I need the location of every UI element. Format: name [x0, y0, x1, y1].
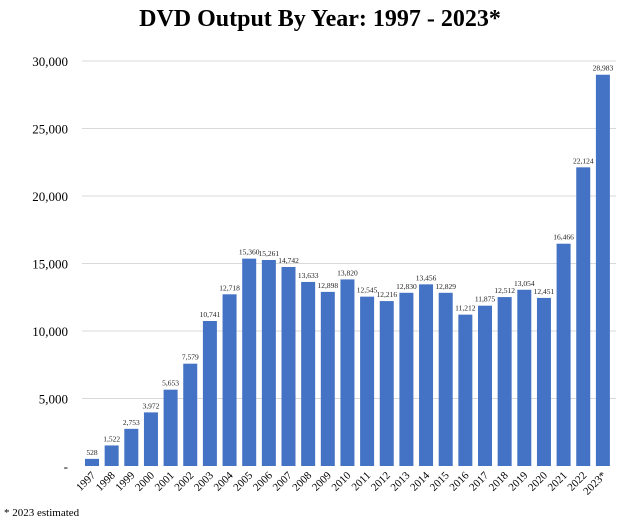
data-label: 10,741 — [200, 310, 221, 319]
bar — [261, 259, 276, 466]
x-tick-label: 2001 — [153, 470, 177, 494]
bar — [183, 363, 198, 466]
y-tick-label: 15,000 — [32, 257, 68, 272]
data-label: 13,820 — [337, 268, 358, 277]
data-label: 28,983 — [593, 64, 614, 73]
data-label: 13,633 — [298, 271, 319, 280]
data-label: 1,522 — [103, 434, 120, 443]
data-label: 11,875 — [475, 295, 496, 304]
x-tick-label: 2015 — [428, 469, 452, 493]
data-label: 5,653 — [162, 379, 179, 388]
x-tick-label: 2012 — [369, 470, 393, 494]
x-tick-label: 1998 — [94, 469, 118, 493]
bar — [595, 74, 610, 467]
y-tick-label: 25,000 — [32, 122, 68, 137]
bar — [399, 292, 414, 466]
x-tick-label: 2009 — [310, 469, 334, 493]
chart-title: DVD Output By Year: 1997 - 2023* — [139, 6, 501, 32]
x-tick-label: 2014 — [408, 469, 432, 493]
bar — [419, 284, 434, 466]
x-tick-label: 2019 — [506, 469, 530, 493]
data-label: 13,456 — [416, 273, 437, 282]
data-label: 13,054 — [514, 279, 535, 288]
data-label: 3,972 — [143, 401, 160, 410]
y-tick-label: 5,000 — [39, 392, 68, 407]
x-tick-label: 2006 — [251, 469, 275, 493]
x-tick-label: 2018 — [487, 469, 511, 493]
bar — [379, 301, 394, 466]
data-label: 12,451 — [534, 287, 555, 296]
bar — [242, 258, 257, 466]
bar — [104, 445, 119, 466]
data-label: 15,261 — [259, 249, 280, 258]
y-tick-label: 10,000 — [32, 324, 68, 339]
x-tick-label: 2011 — [349, 470, 373, 494]
bar — [163, 389, 178, 466]
y-tick-label: - — [64, 459, 68, 474]
bar — [202, 320, 217, 466]
data-label: 12,718 — [219, 283, 240, 292]
x-tick-label: 2023* — [581, 470, 609, 498]
bar — [320, 291, 335, 466]
data-label: 528 — [86, 448, 98, 457]
x-tick-label: 2017 — [467, 469, 491, 493]
x-tick-label: 2003 — [192, 469, 216, 493]
data-label: 12,898 — [317, 281, 338, 290]
x-tick-label: 2002 — [172, 470, 196, 494]
data-label: 12,829 — [435, 282, 456, 291]
x-tick-label: 1997 — [74, 469, 98, 493]
bar — [143, 412, 158, 466]
bar — [517, 289, 532, 466]
data-label: 7,579 — [182, 353, 199, 362]
data-label: 16,466 — [553, 233, 574, 242]
x-tick-label: 2010 — [330, 469, 354, 493]
data-label: 12,545 — [357, 286, 378, 295]
x-tick-label: 2013 — [388, 469, 412, 493]
bar — [458, 314, 473, 466]
bar — [478, 305, 492, 466]
data-label: 11,212 — [455, 304, 476, 313]
bar — [222, 294, 237, 466]
bar — [497, 297, 512, 466]
x-tick-label: 2016 — [447, 469, 471, 493]
bar — [85, 458, 99, 466]
data-label: 15,360 — [239, 248, 260, 257]
footnote: * 2023 estimated — [4, 507, 80, 519]
data-label: 12,830 — [396, 282, 417, 291]
data-label: 12,216 — [376, 290, 397, 299]
x-tick-label: 2020 — [526, 469, 550, 493]
x-tick-label: 2005 — [231, 469, 255, 493]
data-label: 2,753 — [123, 418, 140, 427]
bar — [124, 428, 139, 466]
bar — [556, 243, 571, 466]
bar — [576, 167, 591, 467]
bar — [536, 297, 551, 466]
bar — [438, 292, 453, 466]
bar — [340, 279, 355, 466]
x-tick-label: 2008 — [290, 469, 314, 493]
x-tick-label: 2021 — [546, 470, 570, 494]
x-tick-label: 2000 — [133, 469, 157, 493]
x-tick-label: 2004 — [212, 469, 236, 493]
y-tick-label: 20,000 — [32, 189, 68, 204]
data-label: 12,512 — [494, 286, 515, 295]
y-tick-label: 30,000 — [32, 54, 68, 69]
bar — [281, 266, 296, 466]
data-label: 22,124 — [573, 156, 594, 165]
bar — [301, 281, 316, 466]
x-tick-label: 1999 — [113, 469, 137, 493]
x-tick-label: 2007 — [271, 469, 295, 493]
bar — [360, 296, 375, 466]
data-label: 14,742 — [278, 256, 299, 265]
